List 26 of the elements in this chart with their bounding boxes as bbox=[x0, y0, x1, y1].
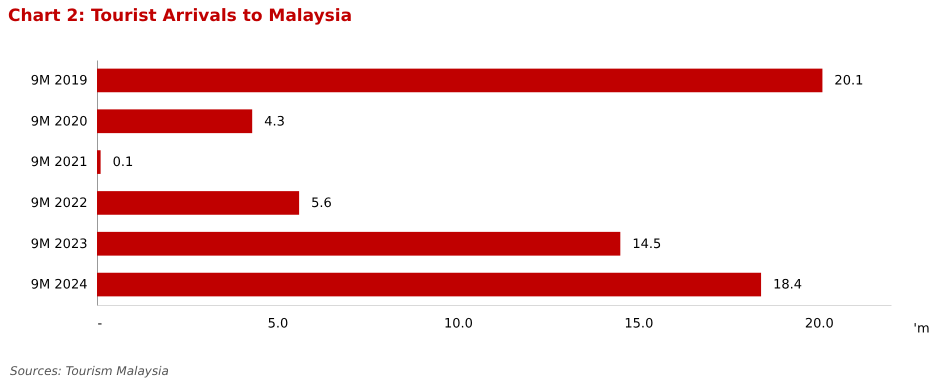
source-note: Sources: Tourism Malaysia bbox=[10, 364, 169, 378]
data-label: 5.6 bbox=[311, 196, 332, 211]
bar bbox=[97, 109, 252, 134]
bar bbox=[97, 272, 762, 296]
x-tick-label: 20.0 bbox=[804, 316, 834, 332]
y-tick-label: 9M 2023 bbox=[30, 236, 88, 252]
y-tick-label: 9M 2024 bbox=[30, 278, 88, 293]
bar bbox=[97, 68, 822, 92]
x-axis-title: 'm bbox=[913, 322, 930, 336]
data-label: 0.1 bbox=[112, 155, 134, 170]
y-tick-label: 9M 2019 bbox=[30, 73, 88, 88]
bar bbox=[97, 150, 101, 174]
x-tick-label: 5.0 bbox=[268, 316, 288, 332]
data-label: 14.5 bbox=[632, 236, 662, 252]
y-tick-label: 9M 2020 bbox=[30, 114, 88, 130]
x-tick-label: 15.0 bbox=[624, 316, 654, 332]
x-tick-label: 10.0 bbox=[444, 316, 473, 332]
y-tick-label: 9M 2021 bbox=[30, 155, 88, 170]
x-tick-label: - bbox=[98, 316, 102, 332]
chart-title: Chart 2: Tourist Arrivals to Malaysia bbox=[8, 6, 352, 26]
bar bbox=[97, 232, 620, 256]
y-tick-label: 9M 2022 bbox=[30, 196, 88, 211]
bar bbox=[97, 191, 300, 215]
data-label: 4.3 bbox=[264, 114, 285, 130]
data-label: 18.4 bbox=[773, 278, 802, 293]
data-label: 20.1 bbox=[834, 73, 864, 88]
